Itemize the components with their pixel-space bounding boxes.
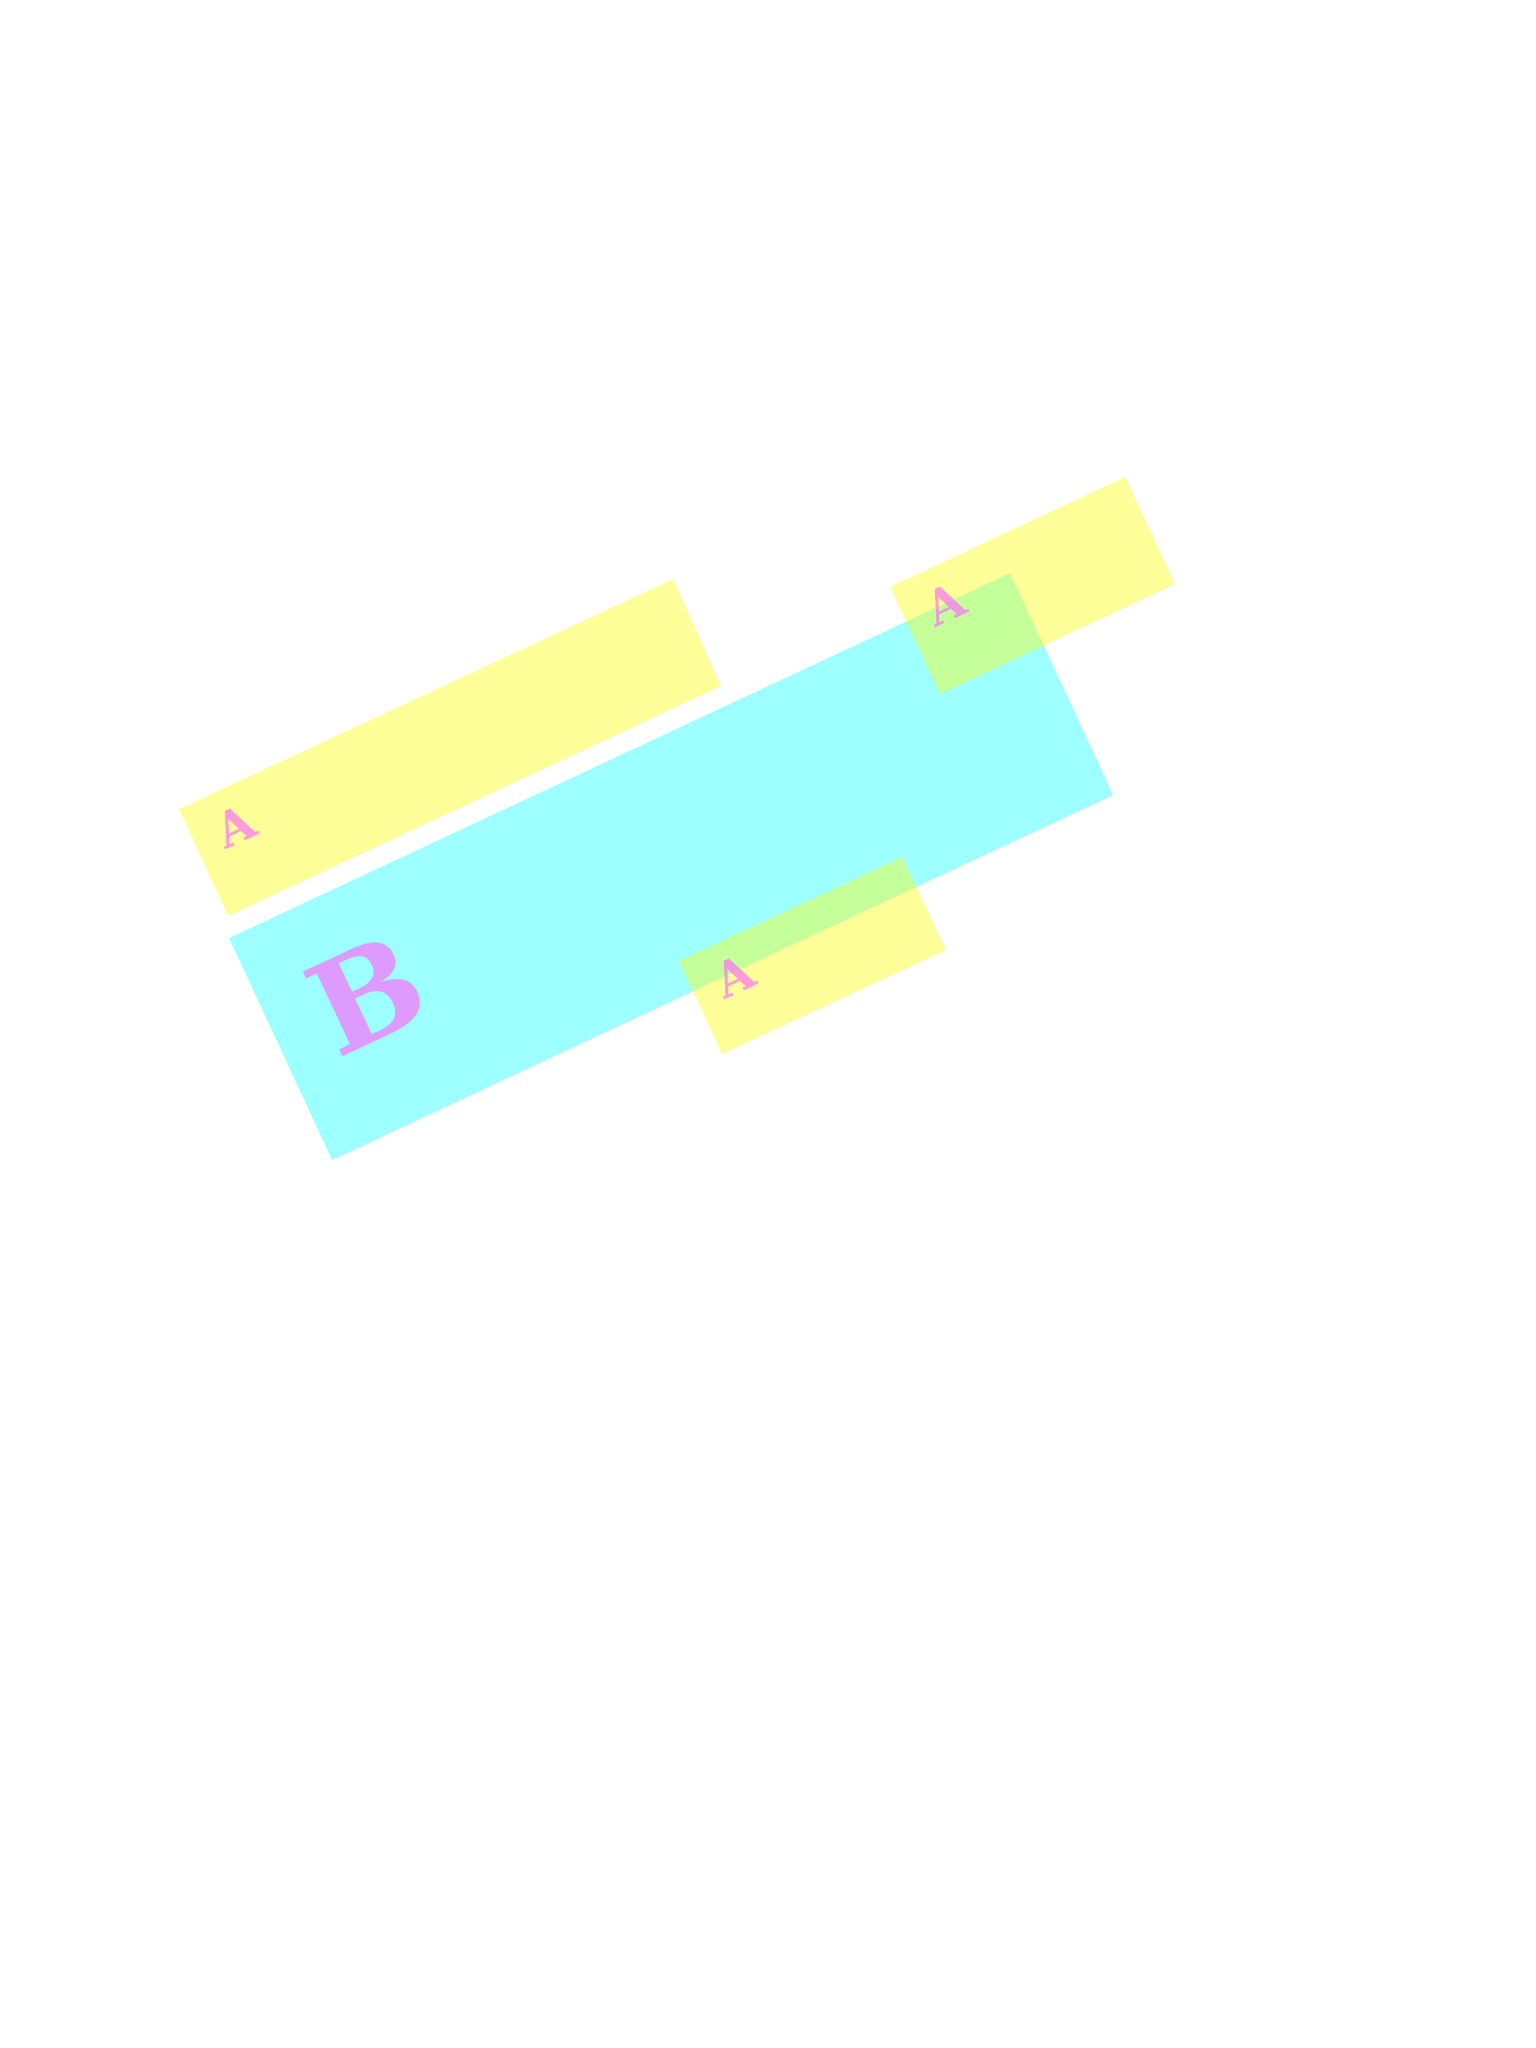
region-a-middle: A (679, 857, 946, 1054)
region-a-upper-left: A (179, 579, 721, 916)
region-b-shape (229, 573, 1113, 1160)
region-a-top-right-shape (890, 477, 1175, 694)
region-a-middle-shape (679, 857, 946, 1054)
region-a-upper-left-shape (179, 579, 721, 916)
region-b: B (229, 573, 1113, 1160)
region-a-top-right: A (890, 477, 1175, 694)
